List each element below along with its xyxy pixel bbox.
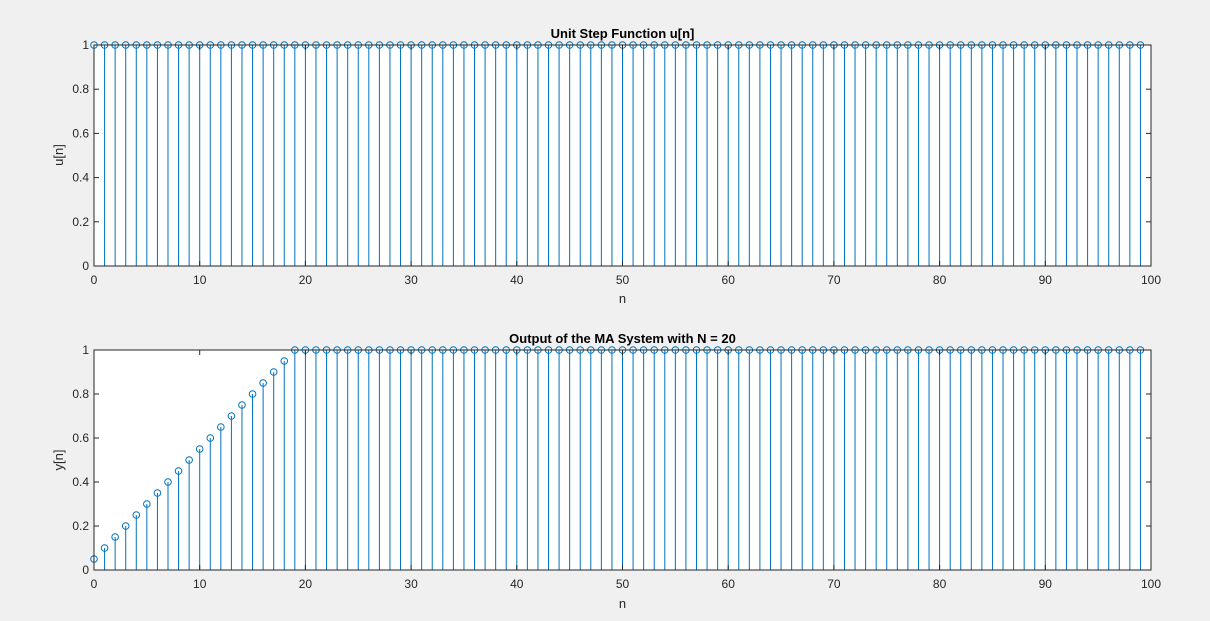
bottom-stem-marker [206, 434, 215, 442]
bottom-stem-marker [121, 522, 130, 530]
bottom-x-tick-label: 70 [827, 577, 841, 591]
top-x-tick-label: 40 [510, 273, 524, 287]
bottom-stem-marker [280, 357, 289, 365]
top-y-tick-label: 0.8 [72, 82, 89, 96]
bottom-stem-marker [111, 533, 119, 541]
bottom-stem-marker [100, 544, 109, 552]
bottom-stem-marker [143, 500, 151, 508]
bottom-stem-marker [185, 456, 193, 464]
bottom-stem-marker [217, 423, 225, 431]
top-y-tick-label: 1 [82, 38, 89, 52]
top-stems [90, 41, 1145, 266]
bottom-y-tick-label: 0.8 [72, 387, 89, 401]
bottom-x-tick-label: 40 [510, 577, 524, 591]
bottom-stem-marker [227, 412, 236, 420]
top-x-tick-label: 70 [827, 273, 841, 287]
top-x-tick-label: 20 [299, 273, 313, 287]
top-y-tick-label: 0 [82, 259, 89, 273]
bottom-axes: Output of the MA System with N = 20 n y[… [51, 331, 1161, 611]
bottom-x-axis-label: n [619, 596, 626, 611]
top-x-tick-label: 0 [91, 273, 98, 287]
top-y-tick-label: 0.6 [72, 126, 89, 140]
bottom-x-tick-label: 60 [722, 577, 736, 591]
top-x-tick-label: 60 [722, 273, 736, 287]
bottom-x-tick-label: 0 [91, 577, 98, 591]
top-chart-title: Unit Step Function u[n] [551, 26, 695, 41]
top-axes: Unit Step Function u[n] n u[n] 0 10 20 30 40… [51, 26, 1161, 306]
bottom-y-tick-label: 0.2 [72, 519, 89, 533]
top-x-tick-label: 10 [193, 273, 207, 287]
bottom-x-tick-label: 100 [1141, 577, 1161, 591]
bottom-stem-marker [248, 390, 257, 398]
bottom-stem-marker [174, 467, 183, 475]
bottom-x-tick-label: 10 [193, 577, 207, 591]
bottom-y-tick-label: 0.4 [72, 475, 89, 489]
top-x-tick-label: 30 [404, 273, 418, 287]
bottom-x-tick-label: 90 [1039, 577, 1053, 591]
bottom-y-tick-label: 0.6 [72, 431, 89, 445]
top-y-axis-label: u[n] [51, 144, 66, 166]
top-x-tick-label: 100 [1141, 273, 1161, 287]
bottom-x-tick-label: 80 [933, 577, 947, 591]
bottom-stem-marker [132, 511, 141, 519]
bottom-stem-marker [164, 478, 172, 486]
top-x-tick-label: 50 [616, 273, 630, 287]
top-y-tick-label: 0.2 [72, 215, 89, 229]
bottom-x-tick-label: 30 [404, 577, 418, 591]
bottom-stem-marker [195, 445, 204, 453]
top-x-tick-label: 90 [1039, 273, 1053, 287]
top-x-axis-label: n [619, 291, 626, 306]
bottom-chart-title: Output of the MA System with N = 20 [509, 331, 736, 346]
top-x-tick-label: 80 [933, 273, 947, 287]
bottom-y-tick-label: 1 [82, 343, 89, 357]
bottom-y-axis-label: y[n] [51, 450, 66, 471]
bottom-x-tick-label: 50 [616, 577, 630, 591]
bottom-y-tick-label: 0 [82, 563, 89, 577]
bottom-stem-marker [269, 368, 278, 376]
bottom-x-tick-label: 20 [299, 577, 313, 591]
bottom-stem-marker [259, 379, 267, 387]
bottom-stem-marker [238, 401, 246, 409]
top-y-tick-label: 0.4 [72, 171, 89, 185]
bottom-stem-marker [153, 489, 162, 497]
